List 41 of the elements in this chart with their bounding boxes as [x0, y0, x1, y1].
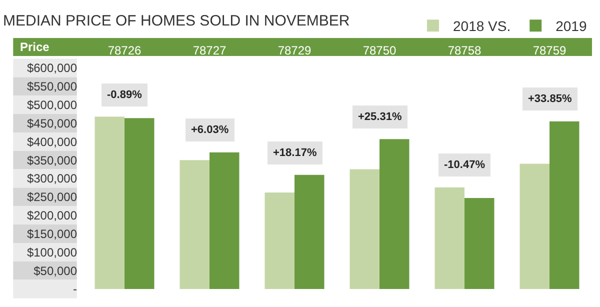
bar — [94, 116, 124, 289]
x-tick-label: 78726 — [108, 44, 142, 58]
annotation: -10.47% — [444, 159, 486, 171]
chart-title: MEDIAN PRICE OF HOMES SOLD IN NOVEMBER — [3, 12, 350, 30]
bar — [550, 121, 580, 289]
y-tick-label: - — [73, 282, 77, 296]
y-tick-label: $150,000 — [26, 226, 78, 241]
y-tick-label: $600,000 — [26, 61, 78, 76]
y-axis-title: Price — [20, 40, 50, 54]
y-tick-label: $200,000 — [26, 208, 78, 223]
annotation: +6.03% — [191, 124, 229, 136]
y-tick-label: $350,000 — [26, 153, 78, 168]
x-tick-label: 78750 — [362, 44, 397, 58]
legend-label: 2018 VS. — [453, 18, 511, 34]
y-tick-label: $300,000 — [26, 172, 78, 186]
annotation: +18.17% — [273, 147, 317, 159]
bar — [294, 174, 324, 289]
y-tick-label: $450,000 — [26, 116, 78, 130]
y-tick-label: $50,000 — [34, 264, 78, 278]
bar — [180, 160, 210, 289]
y-tick-label: $500,000 — [26, 98, 78, 112]
bar — [434, 187, 464, 289]
x-tick-label: 78758 — [448, 44, 482, 58]
x-tick-label: 78729 — [278, 44, 312, 58]
y-tick-label: $100,000 — [26, 245, 78, 260]
annotation: +25.31% — [358, 111, 402, 123]
bar — [464, 198, 494, 289]
bar — [380, 139, 410, 289]
x-tick-label: 78759 — [532, 44, 567, 58]
y-tick-label: $550,000 — [26, 80, 78, 94]
bar — [264, 192, 294, 289]
y-tick-label: $250,000 — [26, 190, 78, 204]
bar — [520, 164, 550, 289]
y-tick-label: $400,000 — [26, 134, 78, 149]
bar — [210, 152, 240, 289]
annotation: -0.89% — [107, 89, 142, 101]
annotation: +33.85% — [528, 93, 572, 105]
x-tick-label: 78727 — [192, 44, 227, 58]
legend-label: 2019 — [556, 18, 587, 34]
bar — [124, 118, 154, 289]
bar — [350, 169, 380, 289]
